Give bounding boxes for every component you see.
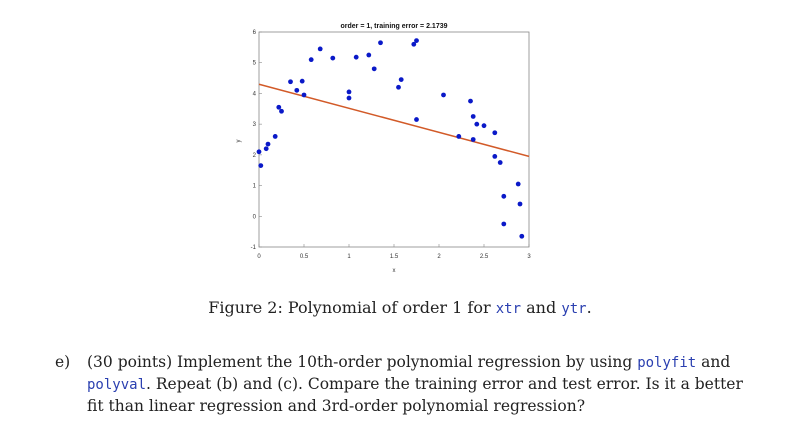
x-tick-label: 2	[437, 254, 441, 260]
data-point	[371, 66, 377, 72]
data-point	[456, 134, 462, 139]
caption-prefix: Figure 2: Polynomial of order 1 for	[208, 298, 491, 317]
plot-title: order = 1, training error = 2.1739	[341, 23, 448, 30]
y-axis-label: y	[236, 140, 242, 143]
data-point	[265, 141, 271, 147]
plot-area	[258, 31, 530, 248]
problem-e: e) (30 points) Implement the 10th-order …	[55, 352, 745, 417]
caption-code-xtr: xtr	[495, 301, 522, 317]
data-point	[470, 137, 476, 142]
data-point	[317, 46, 323, 52]
data-point	[411, 41, 417, 47]
data-point	[481, 123, 487, 129]
problem-text-2: and	[701, 353, 731, 371]
data-point	[301, 92, 307, 98]
data-point	[366, 52, 372, 58]
data-point	[353, 54, 359, 60]
data-point	[263, 146, 269, 152]
data-point	[414, 117, 419, 122]
y-tick-label: 5	[253, 61, 257, 67]
data-point	[299, 78, 305, 84]
data-point	[474, 121, 480, 127]
y-tick-label: 4	[253, 91, 257, 97]
data-point	[517, 201, 523, 207]
y-tick-label: 1	[253, 184, 257, 190]
x-tick-label: 3	[527, 254, 531, 260]
data-point	[346, 95, 352, 101]
x-tick-label: 1	[347, 254, 351, 260]
problem-text-3: . Repeat (b) and (c). Compare the traini…	[87, 375, 743, 415]
y-tick-label: 6	[253, 30, 257, 36]
data-point	[256, 149, 262, 155]
y-tick-label: 0	[253, 214, 257, 220]
figure-caption: Figure 2: Polynomial of order 1 for xtr …	[0, 298, 800, 317]
data-point	[414, 38, 419, 43]
scatter-plot: order = 1, training error = 2.1739 0 0.5 1…	[236, 23, 531, 274]
data-point	[441, 92, 446, 98]
data-point	[492, 130, 498, 136]
caption-mid: and	[526, 298, 557, 317]
data-point	[519, 233, 525, 239]
data-point	[497, 160, 503, 165]
data-point	[470, 114, 476, 119]
data-point	[398, 77, 404, 83]
code-polyfit: polyfit	[637, 355, 697, 371]
data-point	[288, 79, 293, 85]
data-point	[308, 57, 314, 63]
x-tick-label: 1.5	[390, 254, 399, 260]
data-point	[330, 55, 336, 61]
x-tick-label: 2.5	[480, 254, 489, 260]
data-point	[515, 181, 521, 187]
problem-text: (30 points) Implement the 10th-order pol…	[87, 352, 745, 417]
caption-suffix: .	[586, 298, 592, 317]
data-point	[501, 221, 507, 227]
data-point	[276, 104, 282, 110]
data-point	[258, 163, 264, 169]
code-polyval: polyval	[87, 377, 147, 393]
x-tick-label: 0.5	[300, 254, 309, 260]
data-point	[396, 84, 401, 90]
caption-code-ytr: ytr	[561, 301, 587, 317]
data-point	[468, 98, 473, 104]
problem-label: e)	[55, 353, 71, 371]
y-tick-label: 2	[253, 153, 257, 159]
data-point	[279, 108, 284, 114]
problem-text-1: (30 points) Implement the 10th-order pol…	[87, 353, 633, 371]
data-point	[492, 153, 498, 159]
data-point	[272, 134, 278, 139]
y-tick-label: 3	[253, 122, 257, 128]
x-axis-label: x	[393, 268, 396, 274]
data-point	[294, 87, 300, 93]
data-point	[501, 193, 507, 199]
x-tick-label: 0	[257, 254, 261, 260]
y-tick-label: -1	[251, 245, 257, 251]
data-point	[378, 40, 383, 46]
data-point	[346, 89, 352, 95]
